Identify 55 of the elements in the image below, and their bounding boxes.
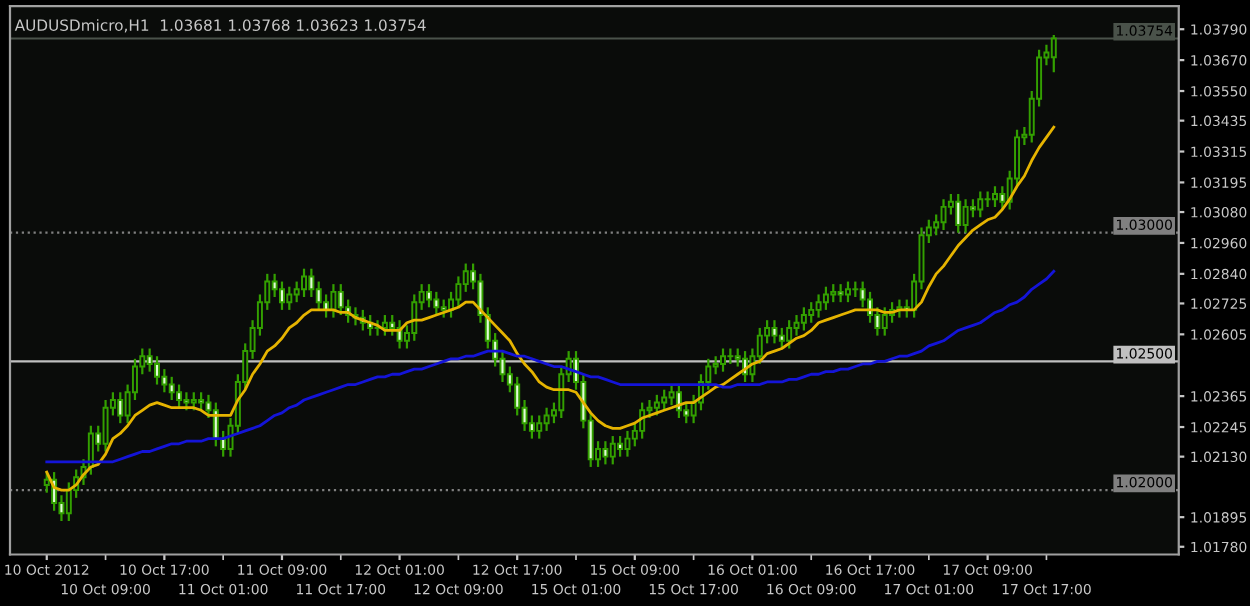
candlestick <box>278 280 285 311</box>
candlestick <box>778 326 785 350</box>
candlestick <box>800 306 807 332</box>
candlestick <box>977 190 984 219</box>
candlestick <box>822 285 829 311</box>
candlestick <box>624 429 631 458</box>
candlestick <box>653 393 660 417</box>
candlestick <box>830 283 837 304</box>
candlestick <box>1050 33 1057 74</box>
candlestick <box>940 198 947 232</box>
candlestick <box>558 365 565 420</box>
candlestick <box>154 355 160 386</box>
candlestick <box>330 283 337 319</box>
candlestick <box>793 313 800 337</box>
candlestick <box>315 280 322 311</box>
candlestick <box>381 313 388 337</box>
candlestick <box>190 391 197 412</box>
candlestick <box>969 198 976 219</box>
candlestick <box>844 280 851 304</box>
candlestick <box>881 306 888 337</box>
candlestick <box>301 267 308 299</box>
candlestick <box>308 267 315 299</box>
candlestick <box>543 406 550 433</box>
candlestick <box>639 401 646 440</box>
candlestick <box>374 319 381 337</box>
candlestick <box>771 319 778 345</box>
candlestick <box>602 440 609 466</box>
candlestick <box>411 293 418 342</box>
candlestick <box>991 185 998 208</box>
candlestick <box>102 398 109 453</box>
candlestick <box>168 375 175 402</box>
candlestick <box>433 290 440 317</box>
candlestick <box>712 355 719 376</box>
candlestick <box>815 293 822 319</box>
candlestick <box>617 434 624 458</box>
candlestick <box>440 298 447 319</box>
candlestick <box>337 283 344 317</box>
candlestick <box>286 285 293 311</box>
candlestick <box>955 192 962 234</box>
candlestick <box>183 391 190 412</box>
candlestick <box>999 185 1006 211</box>
candlestick <box>176 383 183 409</box>
candlestick <box>198 391 205 412</box>
candlestick <box>462 262 469 293</box>
candlestick <box>668 383 675 407</box>
candlestick <box>786 319 793 350</box>
candlestick <box>117 391 124 425</box>
candlestick <box>425 283 432 309</box>
candlestick <box>837 283 844 304</box>
candlestick <box>661 388 668 412</box>
candlestick <box>720 347 726 373</box>
candlestick <box>808 301 815 324</box>
candlestick <box>609 434 616 466</box>
candlestick <box>536 414 543 440</box>
candlestick <box>962 198 969 234</box>
